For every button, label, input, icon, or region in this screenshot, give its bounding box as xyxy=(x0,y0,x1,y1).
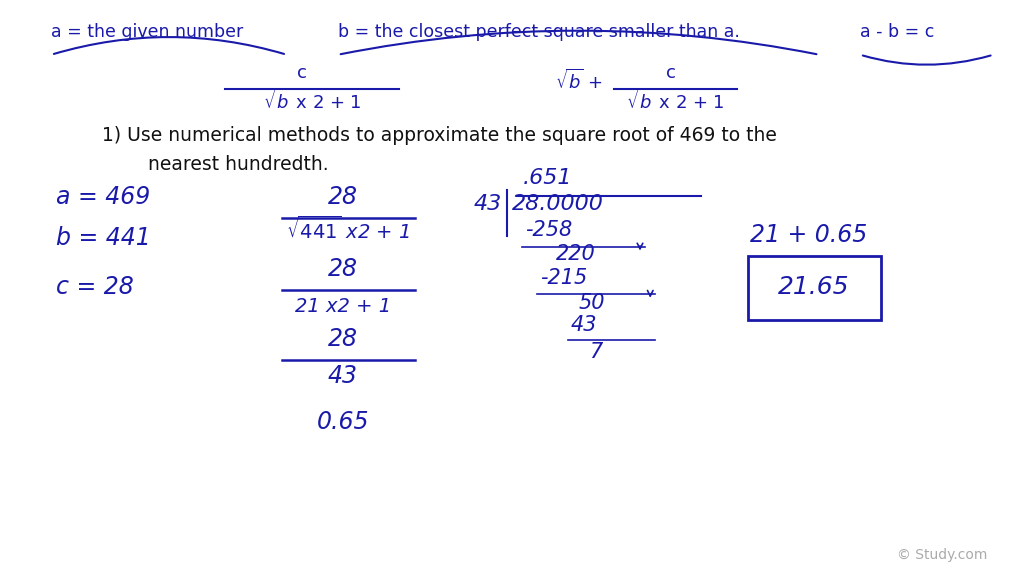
Text: -258: -258 xyxy=(525,220,572,240)
Text: $\sqrt{b}$ +: $\sqrt{b}$ + xyxy=(555,69,602,93)
Text: 21 x2 + 1: 21 x2 + 1 xyxy=(295,297,391,316)
Text: a - b = c: a - b = c xyxy=(860,24,935,41)
Text: c: c xyxy=(297,64,307,82)
Text: b = the closest perfect square smaller than a.: b = the closest perfect square smaller t… xyxy=(338,24,739,41)
Text: 28.0000: 28.0000 xyxy=(512,194,604,214)
Text: 43: 43 xyxy=(473,194,502,214)
Text: 28: 28 xyxy=(328,327,358,351)
Text: © Study.com: © Study.com xyxy=(897,548,987,562)
Text: 0.65: 0.65 xyxy=(316,410,370,434)
Text: 21 + 0.65: 21 + 0.65 xyxy=(751,223,867,247)
Text: nearest hundredth.: nearest hundredth. xyxy=(148,155,329,174)
Text: 7: 7 xyxy=(589,342,602,362)
Text: b = 441: b = 441 xyxy=(56,226,152,250)
Text: c = 28: c = 28 xyxy=(56,275,134,299)
Text: 21.65: 21.65 xyxy=(778,275,850,299)
Text: $\sqrt{b}$ x 2 + 1: $\sqrt{b}$ x 2 + 1 xyxy=(263,89,361,113)
Text: 28: 28 xyxy=(328,185,358,210)
Text: 50: 50 xyxy=(579,293,605,313)
Text: a = 469: a = 469 xyxy=(56,185,151,210)
Text: .651: .651 xyxy=(522,168,571,188)
Text: 28: 28 xyxy=(328,257,358,282)
Text: -215: -215 xyxy=(540,268,587,288)
Text: a = the given number: a = the given number xyxy=(51,24,244,41)
Text: 1) Use numerical methods to approximate the square root of 469 to the: 1) Use numerical methods to approximate … xyxy=(102,126,777,145)
Text: 43: 43 xyxy=(570,315,597,335)
Text: 43: 43 xyxy=(328,364,358,388)
Text: c: c xyxy=(666,64,676,82)
Text: $\sqrt{441}$ x2 + 1: $\sqrt{441}$ x2 + 1 xyxy=(286,216,411,243)
Text: 220: 220 xyxy=(556,244,596,264)
Text: $\sqrt{b}$ x 2 + 1: $\sqrt{b}$ x 2 + 1 xyxy=(627,89,725,113)
